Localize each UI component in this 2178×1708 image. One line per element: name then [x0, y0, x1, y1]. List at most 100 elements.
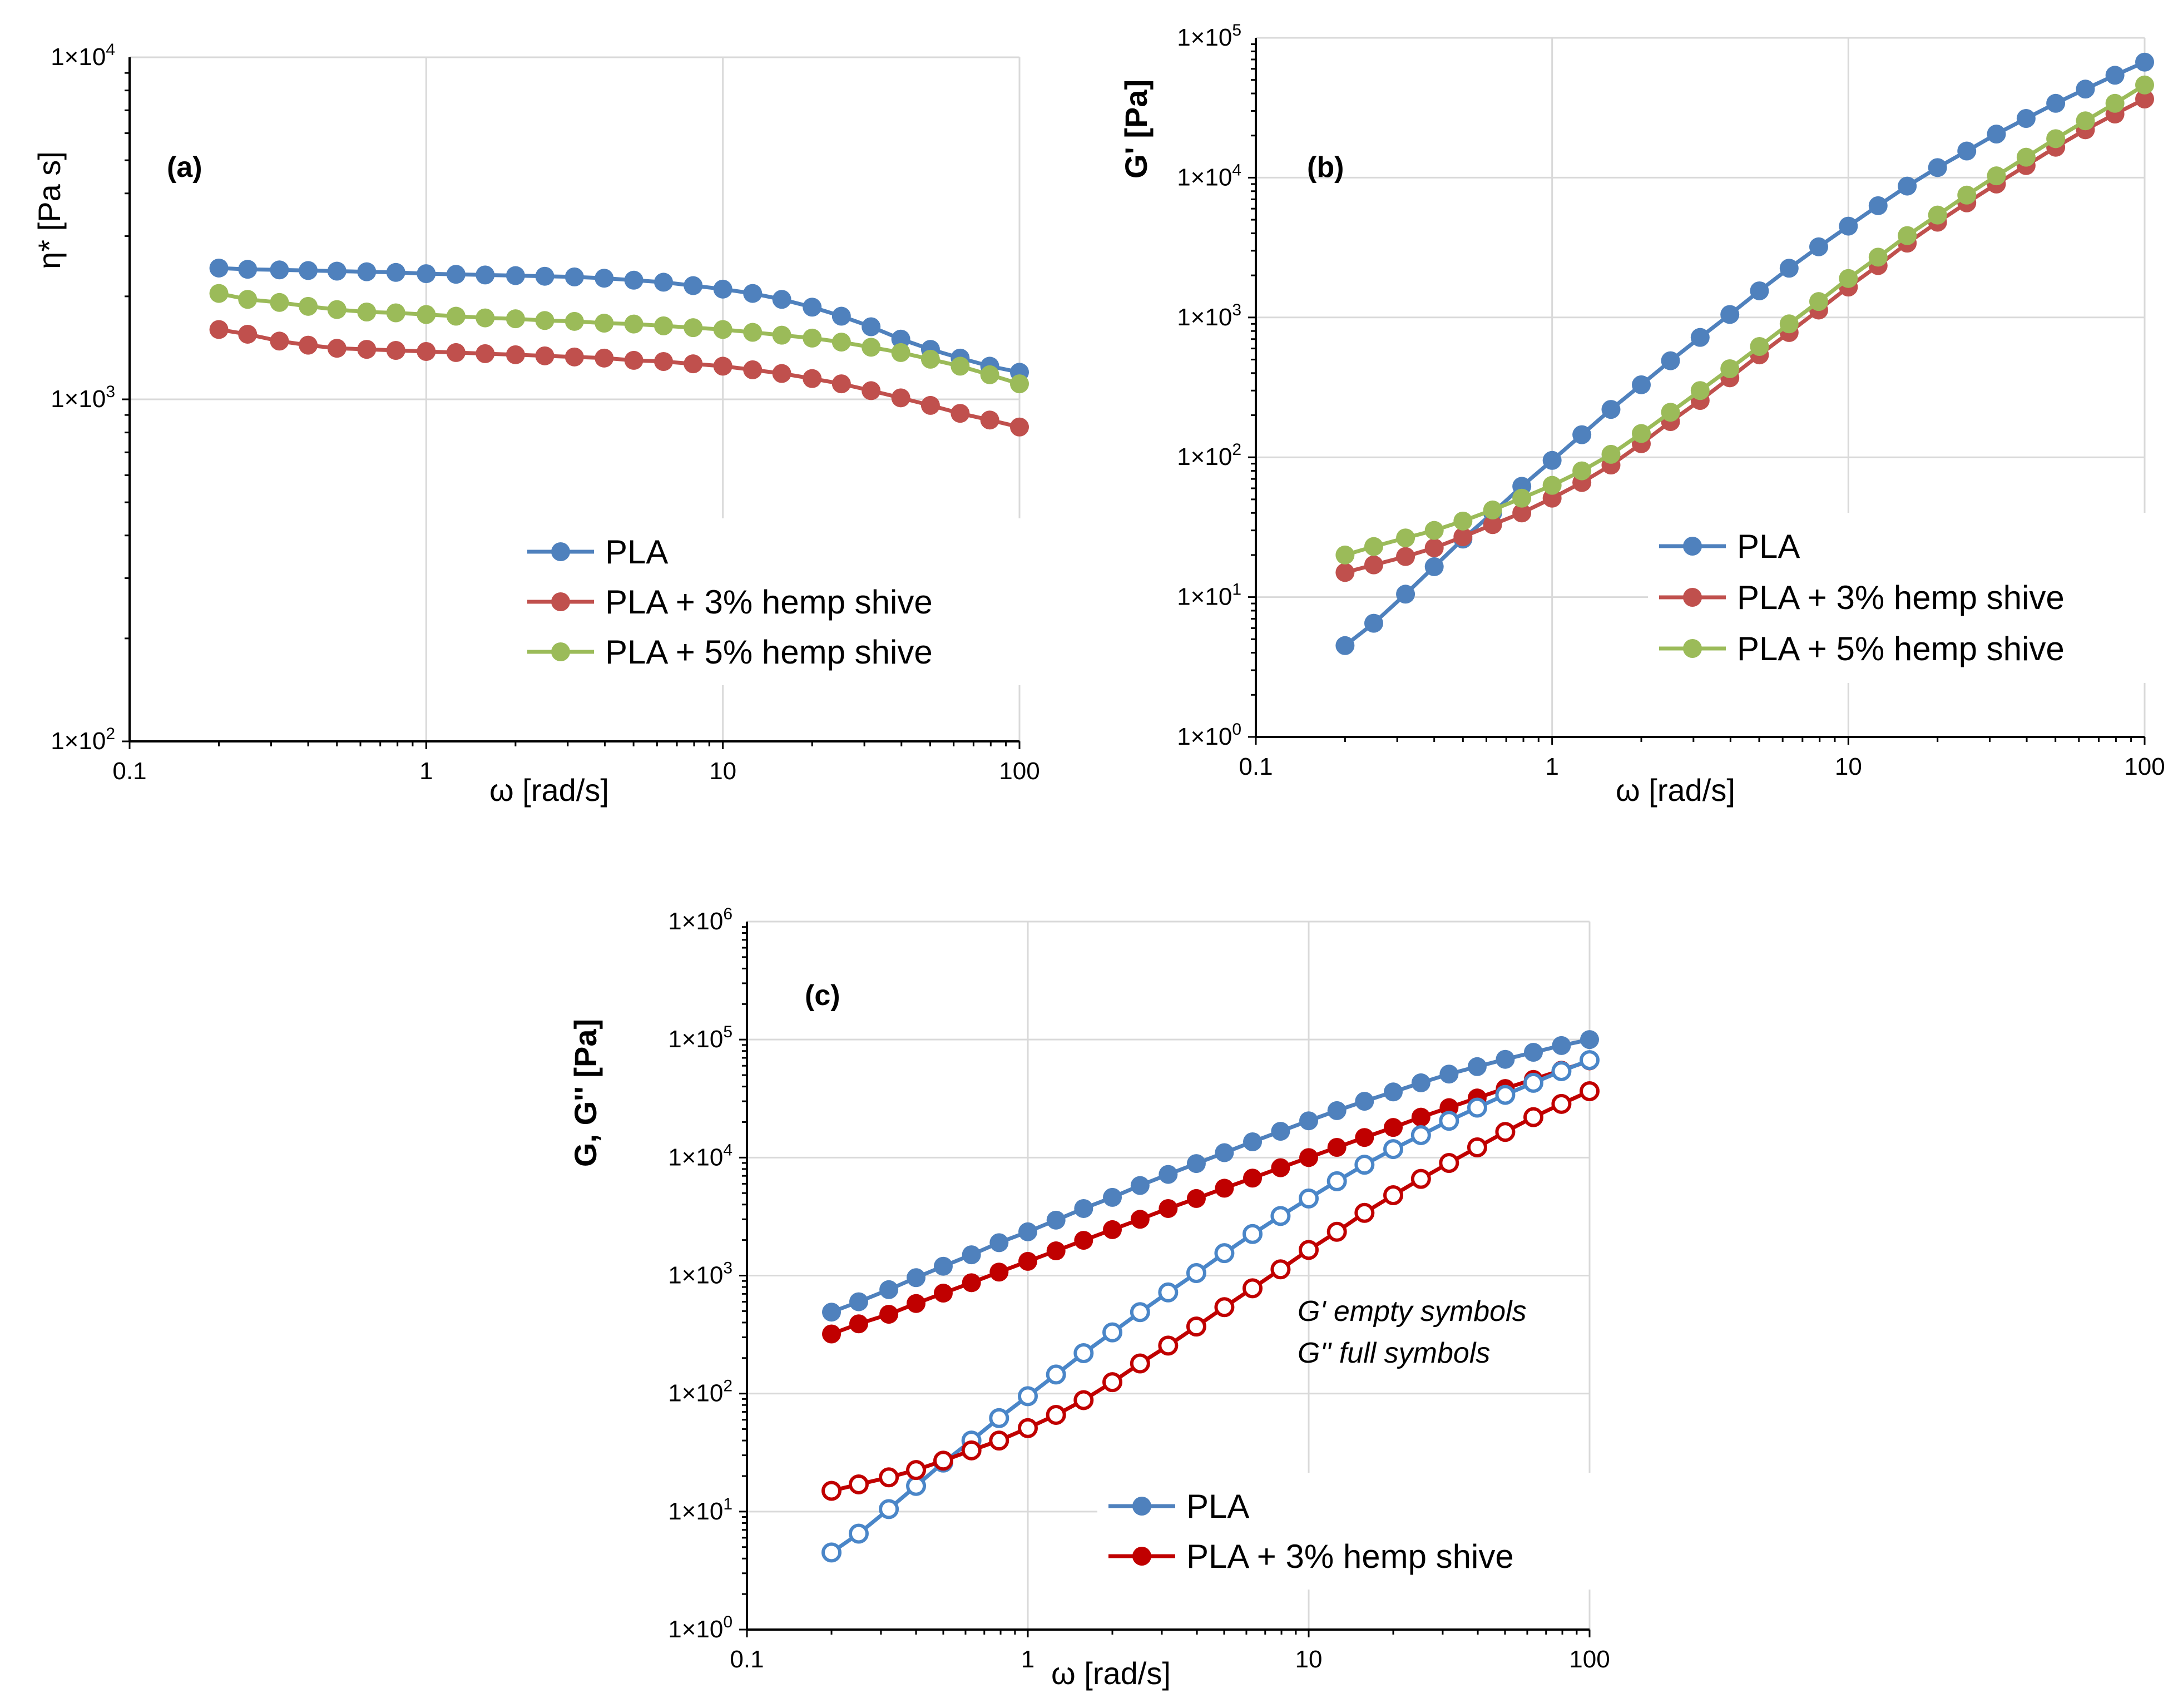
panel-a-point-2-14 — [624, 314, 644, 334]
panel-a-point-1-8 — [446, 343, 466, 362]
panel-a-point-2-4 — [327, 300, 346, 319]
panel-c-point-0-18 — [1327, 1101, 1347, 1120]
panel-b-legend-label-0: PLA — [1737, 528, 1800, 565]
panel-a-point-2-10 — [506, 309, 525, 329]
panel-c-x-tick-label: 100 — [1569, 1646, 1610, 1673]
panel-a-point-1-12 — [565, 347, 584, 367]
panel-a-point-2-21 — [831, 333, 851, 352]
panel-c-point-2-10 — [1102, 1322, 1123, 1343]
panel-a-point-0-21 — [831, 306, 851, 326]
panel-c-point-1-8 — [1046, 1241, 1066, 1261]
panel-c-point-0-25 — [1524, 1043, 1543, 1062]
panel-c-point-3-10 — [1102, 1372, 1123, 1393]
panel-b-point-0-24 — [2046, 93, 2066, 113]
panel-b-point-2-7 — [1542, 476, 1562, 495]
panel-a-legend-label-1: PLA + 3% hemp shive — [605, 583, 933, 621]
panel-c-point-0-14 — [1215, 1143, 1234, 1162]
panel-c-point-3-12 — [1158, 1335, 1179, 1356]
panel-b-point-0-13 — [1720, 305, 1740, 324]
panel-b-x-tick-label: 10 — [1835, 753, 1862, 780]
panel-a-point-2-3 — [299, 296, 318, 316]
panel-c-point-2-17 — [1299, 1188, 1319, 1209]
panel-a-point-1-13 — [595, 348, 614, 368]
panel-a-point-1-0 — [209, 320, 229, 339]
panel-b-point-1-6 — [1512, 503, 1532, 523]
panel-b-point-2-2 — [1396, 528, 1415, 548]
panel-c-moduli-chart: 0.1 1 10 100 1×100 1×101 1×102 1×103 1×104 1×105 1… — [568, 905, 1676, 1691]
panel-b-point-1-4 — [1453, 527, 1473, 547]
panel-c-point-3-4 — [933, 1450, 953, 1471]
panel-c-point-2-23 — [1467, 1097, 1487, 1118]
panel-a-point-0-5 — [357, 262, 377, 281]
panel-c-point-1-19 — [1355, 1128, 1374, 1147]
panel-b-point-0-0 — [1335, 636, 1355, 655]
panel-b-point-2-18 — [1868, 247, 1888, 267]
panel-a-legend-label-2: PLA + 5% hemp shive — [605, 633, 933, 671]
panel-c-point-2-21 — [1410, 1125, 1431, 1145]
panel-a-point-2-2 — [270, 293, 289, 312]
panel-c-point-0-16 — [1271, 1122, 1290, 1141]
panel-c-point-0-4 — [933, 1256, 953, 1276]
panel-c-series-line-1 — [830, 1059, 1591, 1336]
panel-b-legend-swatch-marker-1 — [1683, 588, 1702, 607]
panel-c-y-tick-label: 1×101 — [668, 1495, 732, 1525]
panel-a-point-0-16 — [684, 276, 703, 295]
panel-a-point-0-20 — [803, 298, 822, 317]
panel-c-point-0-22 — [1439, 1065, 1459, 1084]
panel-c-point-1-2 — [879, 1305, 899, 1324]
panel-c-point-3-24 — [1495, 1122, 1516, 1142]
panel-a-point-0-8 — [446, 265, 466, 284]
panel-c-point-2-8 — [1046, 1364, 1066, 1385]
panel-c-y-axis-label: G, G'' [Pa] — [568, 1019, 603, 1167]
panel-b-point-2-1 — [1364, 537, 1383, 556]
panel-a-point-2-27 — [1010, 374, 1029, 394]
panel-b-point-2-14 — [1750, 336, 1769, 356]
panel-c-point-2-27 — [1580, 1050, 1600, 1071]
panel-b-point-0-2 — [1396, 585, 1415, 604]
panel-a-point-1-5 — [357, 340, 377, 359]
panel-c-series-line-2 — [830, 1058, 1591, 1554]
panel-c-x-tick-label: 1 — [1021, 1646, 1034, 1673]
panel-a-series-line-2 — [218, 291, 1021, 386]
panel-a-point-0-11 — [535, 266, 555, 286]
panel-b-point-1-27 — [2135, 90, 2154, 109]
panel-a-point-2-22 — [862, 338, 881, 357]
panel-a-point-2-24 — [920, 349, 940, 369]
panel-a-point-0-17 — [713, 279, 732, 299]
panel-a-point-2-15 — [654, 316, 674, 335]
panel-b-y-tick-label: 1×105 — [1177, 21, 1241, 51]
panel-a-point-2-7 — [417, 305, 436, 324]
panel-a-y-tick-label: 1×103 — [51, 383, 115, 413]
panel-a-point-1-19 — [772, 364, 791, 383]
panel-c-point-3-14 — [1214, 1297, 1235, 1318]
panel-a-point-0-4 — [327, 261, 346, 281]
panel-b-y-tick-label: 1×102 — [1177, 440, 1241, 471]
panel-c-legend-label-1: PLA + 3% hemp shive — [1186, 1538, 1514, 1575]
panel-b-point-0-17 — [1839, 216, 1858, 236]
panel-c-point-3-11 — [1130, 1353, 1150, 1374]
panel-c-y-tick-label: 1×104 — [668, 1141, 732, 1171]
panel-c-point-1-5 — [962, 1273, 981, 1293]
panel-a-point-0-0 — [209, 258, 229, 278]
panel-a-point-0-14 — [624, 270, 644, 290]
panel-a-viscosity-chart: 0.1 1 10 100 1×102 1×103 1×104 (a) ω [rad/s] η… — [32, 41, 1095, 808]
panel-c-point-2-6 — [989, 1408, 1009, 1428]
panel-b-point-0-20 — [1928, 158, 1947, 177]
panel-c-point-3-16 — [1270, 1259, 1291, 1280]
panel-c-note-gdoubleprime: G'' full symbols — [1298, 1337, 1490, 1369]
panel-b-point-2-25 — [2076, 111, 2095, 131]
panel-a-x-axis-label: ω [rad/s] — [489, 773, 609, 808]
panel-a-series-line-1 — [218, 328, 1020, 429]
panel-a-point-0-3 — [299, 261, 318, 280]
panel-c-point-1-21 — [1411, 1107, 1430, 1127]
panel-a-y-tick-label: 1×104 — [51, 41, 115, 71]
panel-a-point-2-5 — [357, 303, 377, 322]
panel-c-point-2-14 — [1214, 1243, 1235, 1264]
panel-c-series-line-0 — [830, 1037, 1590, 1314]
panel-a-legend-bg — [516, 518, 1095, 685]
panel-c-point-2-22 — [1439, 1111, 1459, 1131]
panel-c-point-0-26 — [1552, 1036, 1571, 1055]
panel-c-legend-label-0: PLA — [1186, 1488, 1249, 1525]
panel-c-point-3-5 — [961, 1440, 982, 1461]
panel-a-point-1-9 — [476, 344, 495, 363]
